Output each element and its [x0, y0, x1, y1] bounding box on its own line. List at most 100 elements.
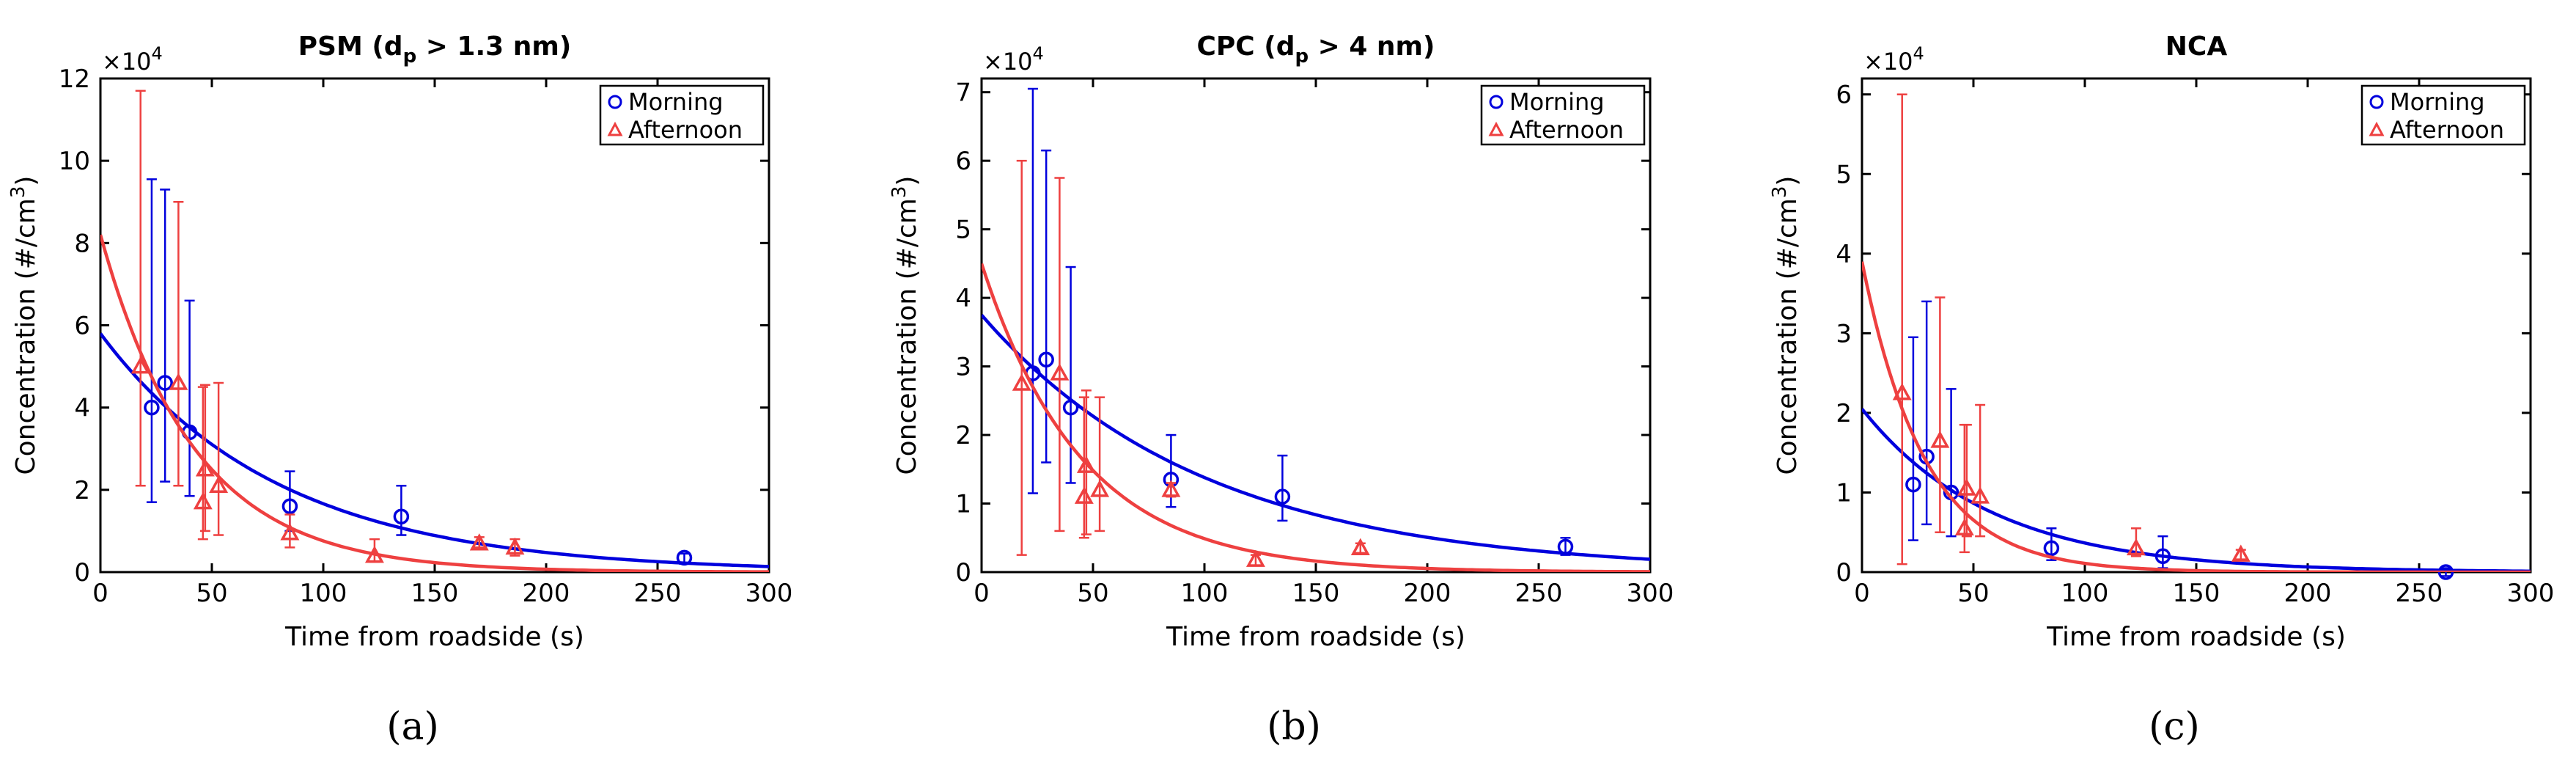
- data-point: [130, 356, 150, 374]
- data-point: [1038, 351, 1054, 367]
- data-point: [144, 399, 160, 416]
- x-axis-label: Time from roadside (s): [1166, 622, 1465, 652]
- x-tick-label: 200: [2284, 579, 2332, 608]
- legend-marker-circle: [608, 95, 622, 109]
- y-label-end: ): [892, 176, 922, 186]
- y-tick-label: 12: [59, 65, 90, 94]
- y-label-superscript: 3: [1769, 186, 1791, 199]
- y-tick-label: 3: [1836, 319, 1852, 348]
- y-label-main: Concentration (#/cm: [11, 198, 41, 475]
- y-tick-label: 10: [59, 147, 90, 176]
- legend-label: Afternoon: [2390, 116, 2504, 144]
- data-point: [209, 475, 229, 493]
- fit-curve: [1862, 261, 2531, 572]
- data-point: [1050, 363, 1070, 381]
- legend-marker-triangle: [607, 121, 623, 136]
- x-axis-label: Time from roadside (s): [284, 622, 584, 652]
- data-point: [469, 533, 489, 551]
- data-point: [505, 537, 525, 555]
- y-tick-label: 2: [1836, 399, 1852, 428]
- legend-marker-circle: [1489, 95, 1504, 109]
- legend-label: Morning: [2390, 88, 2485, 116]
- legend-label: Morning: [1509, 88, 1605, 116]
- data-point: [1905, 476, 1921, 493]
- y-label-end: ): [11, 176, 41, 186]
- series-afternoon: [982, 159, 1650, 572]
- x-tick-label: 100: [2061, 579, 2109, 608]
- legend-box: [1480, 84, 1646, 146]
- panel-label: (b): [1267, 705, 1321, 749]
- data-point: [1012, 373, 1031, 391]
- multiplier-base: ×10: [983, 48, 1033, 76]
- title-rest: > 1.3 nm): [416, 32, 571, 62]
- title-subscript: p: [403, 45, 417, 67]
- x-tick-label: 100: [300, 579, 347, 608]
- x-tick-label: 200: [523, 579, 570, 608]
- data-point: [1970, 486, 1990, 504]
- multiplier-exponent: 4: [1033, 43, 1044, 64]
- y-axis-multiplier: ×104: [983, 43, 1044, 76]
- x-tick-label: 50: [1077, 579, 1108, 608]
- data-point: [1557, 538, 1574, 555]
- data-point: [1350, 538, 1370, 556]
- multiplier-base: ×10: [102, 48, 152, 76]
- data-point: [2126, 538, 2146, 556]
- y-tick-label: 2: [955, 421, 971, 450]
- title-main: CPC (d: [1196, 32, 1295, 62]
- legend-label: Afternoon: [628, 116, 743, 144]
- y-axis-label: Concentration (#/cm3): [888, 176, 922, 475]
- data-point: [2154, 548, 2171, 565]
- title-main: NCA: [2165, 32, 2228, 62]
- legend-box: [599, 84, 765, 146]
- x-tick-label: 200: [1404, 579, 1451, 608]
- series-morning: [100, 178, 769, 568]
- y-axis-multiplier: ×104: [1863, 43, 1924, 76]
- series-afternoon: [1862, 93, 2531, 572]
- y-label-main: Concentration (#/cm: [1773, 198, 1803, 475]
- x-axis-label: Time from roadside (s): [2046, 622, 2346, 652]
- x-tick-label: 150: [2173, 579, 2220, 608]
- fit-curve: [982, 314, 1650, 561]
- y-tick-label: 1: [1836, 478, 1852, 508]
- y-tick-label: 0: [1836, 558, 1852, 588]
- y-tick-label: 6: [1836, 81, 1852, 110]
- x-tick-label: 300: [1627, 579, 1674, 608]
- data-point: [281, 498, 298, 515]
- y-label-superscript: 3: [888, 186, 910, 199]
- legend-box: [2360, 84, 2526, 146]
- data-point: [157, 375, 173, 391]
- x-tick-label: 250: [634, 579, 682, 608]
- panel-label: (a): [386, 705, 439, 749]
- x-tick-label: 50: [1957, 579, 1989, 608]
- multiplier-exponent: 4: [1913, 43, 1924, 64]
- y-tick-label: 4: [1836, 240, 1852, 269]
- y-tick-label: 5: [1836, 160, 1852, 189]
- data-point: [1274, 488, 1291, 505]
- data-point: [2043, 540, 2060, 557]
- data-point: [1892, 383, 1912, 400]
- plot-frame: [980, 77, 1652, 574]
- x-tick-label: 50: [196, 579, 227, 608]
- legend-marker-triangle: [2369, 121, 2385, 136]
- y-tick-label: 0: [74, 558, 90, 588]
- y-tick-label: 2: [74, 476, 90, 505]
- fit-curve: [982, 263, 1650, 572]
- y-axis-label: Concentration (#/cm3): [7, 176, 41, 475]
- y-tick-label: 4: [955, 284, 971, 313]
- y-label-main: Concentration (#/cm: [892, 198, 922, 475]
- y-tick-label: 1: [955, 490, 971, 519]
- data-point: [1954, 518, 1974, 536]
- multiplier-base: ×10: [1863, 48, 1913, 76]
- data-point: [193, 492, 213, 510]
- legend-label: Morning: [628, 88, 724, 116]
- y-tick-label: 6: [74, 312, 90, 341]
- x-tick-label: 150: [411, 579, 459, 608]
- data-point: [1957, 478, 1976, 496]
- fit-curve: [100, 332, 769, 568]
